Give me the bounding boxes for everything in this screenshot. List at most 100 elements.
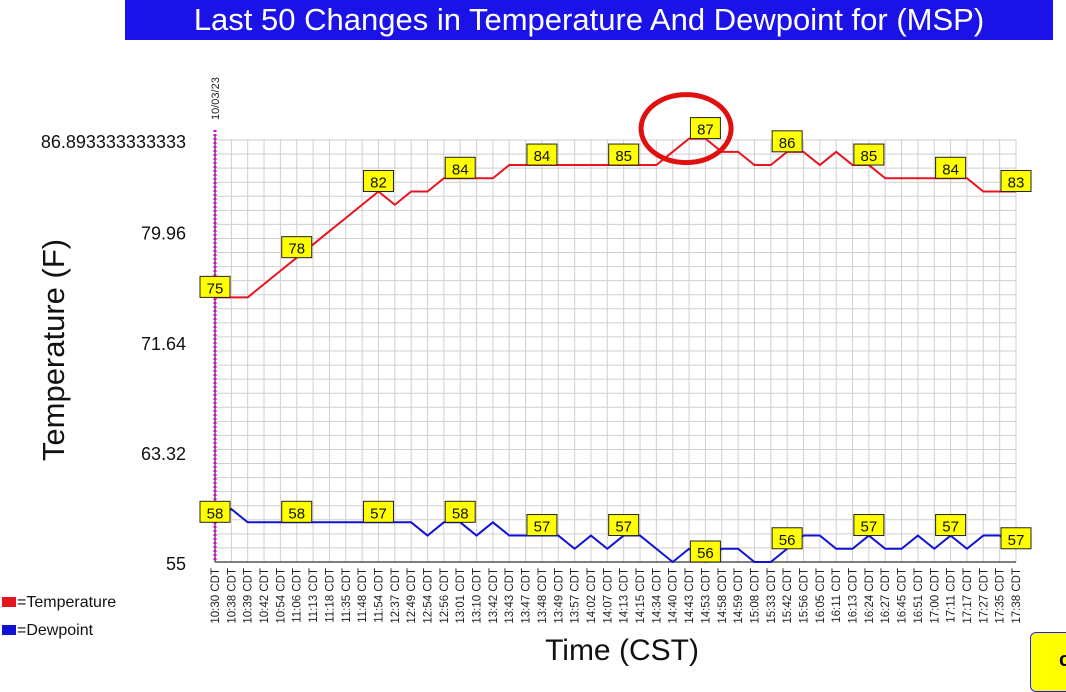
x-tick-label: 11:54 CDT <box>373 568 385 623</box>
legend-swatch <box>2 597 16 607</box>
x-axis-label: Time (CST) <box>545 634 699 667</box>
x-tick-label: 14:40 CDT <box>668 568 680 624</box>
data-label-temperature: 86 <box>771 130 803 153</box>
data-label-temperature: 84 <box>444 156 476 179</box>
data-label-text: 84 <box>942 161 959 178</box>
x-tick-label: 14:07 CDT <box>602 568 614 624</box>
data-label-box <box>281 500 313 523</box>
data-label-dewpoint: 58 <box>281 500 313 523</box>
data-label-dewpoint: 56 <box>771 527 803 550</box>
x-tick-label: 10:54 CDT <box>275 568 287 624</box>
y-tick-label: 86.893333333333 <box>41 132 186 152</box>
data-label-text: 75 <box>207 280 224 297</box>
data-label-text: 57 <box>370 505 387 522</box>
data-label-dewpoint: 57 <box>853 514 885 537</box>
x-tick-label: 14:34 CDT <box>651 568 663 624</box>
x-tick-label: 16:13 CDT <box>848 568 860 624</box>
x-tick-label: 13:48 CDT <box>537 568 549 624</box>
date-marker-label: 10/03/23 <box>210 77 222 120</box>
x-tick-label: 11:18 CDT <box>324 568 336 623</box>
data-label-text: 84 <box>534 148 551 165</box>
data-label-dewpoint: 58 <box>444 500 476 523</box>
x-tick-label: 14:02 CDT <box>586 568 598 624</box>
x-tick-label: 14:59 CDT <box>733 568 745 624</box>
data-label-dewpoint: 57 <box>935 514 967 537</box>
data-label-temperature: 75 <box>199 275 231 298</box>
x-tick-label: 14:15 CDT <box>635 568 647 624</box>
data-label-text: 57 <box>1008 532 1025 549</box>
data-label-dewpoint: 56 <box>689 540 721 563</box>
x-tick-label: 16:05 CDT <box>815 568 827 624</box>
x-tick-label: 14:58 CDT <box>717 568 729 624</box>
x-tick-label: 17:11 CDT <box>946 568 958 623</box>
data-label-text: 58 <box>207 505 224 522</box>
x-tick-label: 17:35 CDT <box>995 568 1007 624</box>
data-labels: 75 78 82 84 84 85 87 86 85 84 83 58 58 57 58 57 57 56 56 57… <box>199 92 1032 563</box>
x-tick-label: 12:49 CDT <box>406 568 418 624</box>
data-label-box <box>608 143 640 166</box>
data-label-temperature: 84 <box>935 156 967 179</box>
x-tick-label: 13:49 CDT <box>553 568 565 624</box>
data-label-box <box>771 527 803 550</box>
x-tick-label: 16:27 CDT <box>880 568 892 624</box>
data-label-text: 87 <box>697 122 714 139</box>
data-label-temperature: 82 <box>362 170 394 193</box>
legend-swatch <box>2 625 16 635</box>
x-tick-label: 10:39 CDT <box>243 568 255 624</box>
chart-canvas: 10/03/23 75 78 82 84 84 85 87 86 85 84 83 58 58 57 58 5… <box>2 77 1032 667</box>
data-label-temperature: 84 <box>526 143 558 166</box>
data-label-dewpoint: 58 <box>199 500 231 523</box>
data-label-box <box>199 275 231 298</box>
data-label-box <box>444 156 476 179</box>
data-label-box <box>444 500 476 523</box>
x-tick-label: 11:48 CDT <box>357 568 369 623</box>
data-label-temperature: 83 <box>1000 170 1032 193</box>
y-axis-label: Temperature (F) <box>36 239 71 461</box>
data-label-text: 85 <box>615 148 632 165</box>
data-label-text: 86 <box>779 135 796 152</box>
x-tick-label: 13:43 CDT <box>504 568 516 624</box>
data-label-dewpoint: 57 <box>1000 527 1032 550</box>
data-label-text: 78 <box>288 241 305 258</box>
data-label-box <box>608 514 640 537</box>
x-tick-label: 11:06 CDT <box>292 568 304 623</box>
corner-badge: c <box>1030 632 1066 692</box>
x-tick-label: 15:08 CDT <box>749 568 761 624</box>
data-label-box <box>935 514 967 537</box>
legend-label: =Temperature <box>17 594 116 611</box>
data-label-dewpoint: 57 <box>362 500 394 523</box>
x-tick-label: 13:47 CDT <box>521 568 533 624</box>
x-tick-label: 15:33 CDT <box>766 568 778 624</box>
x-tick-label: 11:13 CDT <box>308 568 320 623</box>
data-label-box <box>935 156 967 179</box>
data-label-text: 57 <box>615 519 632 536</box>
y-tick-label: 63.32 <box>141 444 186 464</box>
chart-title: Last 50 Changes in Temperature And Dewpo… <box>125 0 1053 40</box>
data-label-temperature: 85 <box>853 143 885 166</box>
x-tick-label: 13:01 CDT <box>455 568 467 624</box>
x-tick-label: 11:35 CDT <box>341 568 353 623</box>
data-label-text: 57 <box>861 519 878 536</box>
x-tick-label: 13:42 CDT <box>488 568 500 624</box>
axes: 10/03/23 <box>210 77 1016 563</box>
x-tick-label: 17:17 CDT <box>962 568 974 624</box>
x-tick-label: 16:11 CDT <box>831 568 843 623</box>
x-tick-label: 13:57 CDT <box>570 568 582 624</box>
series <box>214 137 1017 564</box>
data-label-box <box>526 143 558 166</box>
data-label-box <box>853 514 885 537</box>
x-tick-label: 12:54 CDT <box>423 568 435 624</box>
x-tick-label: 12:56 CDT <box>439 568 451 624</box>
data-label-box <box>1000 527 1032 550</box>
x-tick-label: 10:30 CDT <box>210 568 222 624</box>
data-label-temperature: 87 <box>689 117 721 140</box>
y-tick-label: 71.64 <box>141 334 186 354</box>
data-label-box <box>771 130 803 153</box>
x-tick-label: 17:27 CDT <box>978 568 990 624</box>
x-tick-label: 17:00 CDT <box>929 568 941 624</box>
y-tick-label: 79.96 <box>141 224 186 244</box>
x-tick-label: 12:37 CDT <box>390 568 402 624</box>
x-tick-label: 17:38 CDT <box>1011 568 1023 624</box>
data-label-box <box>281 236 313 259</box>
x-tick-label: 13:10 CDT <box>472 568 484 624</box>
